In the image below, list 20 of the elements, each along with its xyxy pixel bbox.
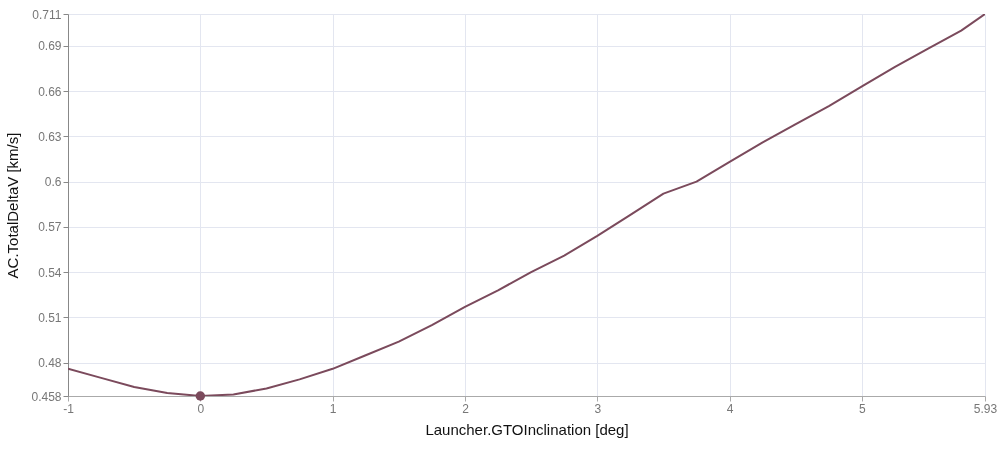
x-tick-label: -1 (63, 401, 75, 416)
y-tick-label: 0.48 (38, 356, 62, 371)
y-axis-title: AC.TotalDeltaV [km/s] (4, 132, 22, 279)
y-tick-label: 0.63 (38, 129, 62, 144)
x-tick-label: 2 (462, 401, 470, 416)
x-tick-label: 1 (329, 401, 337, 416)
y-tick-label: 0.711 (32, 7, 62, 22)
x-tick-label: 5 (859, 401, 867, 416)
x-tick-label: 4 (726, 401, 734, 416)
y-tick-label: 0.6 (44, 175, 62, 190)
y-tick-label: 0.54 (38, 265, 62, 280)
y-tick-label: 0.66 (38, 84, 62, 99)
y-tick-label: 0.51 (38, 310, 62, 325)
x-tick-label: 3 (594, 401, 602, 416)
x-axis-title: Launcher.GTOInclination [deg] (425, 420, 629, 438)
x-tick-label: 0 (197, 401, 205, 416)
y-tick-label: 0.57 (38, 220, 62, 235)
y-tick-label: 0.69 (38, 39, 62, 54)
y-tick-label: 0.458 (31, 389, 62, 404)
x-tick-label: 5.93 (973, 401, 998, 416)
